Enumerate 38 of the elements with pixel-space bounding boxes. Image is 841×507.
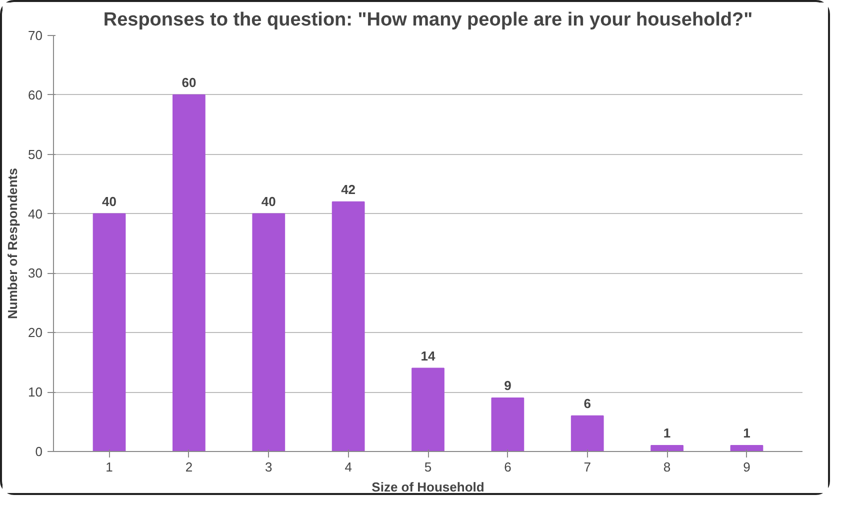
data-label: 40 xyxy=(261,194,276,209)
bar xyxy=(252,213,286,452)
x-tick-label: 7 xyxy=(584,460,591,474)
data-label: 40 xyxy=(102,194,117,209)
data-label: 60 xyxy=(182,74,196,90)
y-tick-label: 0 xyxy=(35,444,43,459)
x-tick-label: 9 xyxy=(743,460,750,474)
chart-title: Responses to the question: "How many people are in your household?" xyxy=(103,10,753,30)
data-label: 14 xyxy=(420,348,436,364)
x-tick-label: 3 xyxy=(265,460,272,474)
x-tick-label: 8 xyxy=(663,460,671,474)
x-tick-label: 4 xyxy=(344,460,352,474)
bar xyxy=(92,213,126,452)
data-label: 6 xyxy=(584,396,591,411)
data-label: 1 xyxy=(663,426,671,441)
y-tick-label: 10 xyxy=(28,384,43,400)
bar xyxy=(332,201,365,452)
y-tick-label: 50 xyxy=(28,146,43,162)
bar xyxy=(570,415,604,452)
y-tick-label: 40 xyxy=(28,206,43,222)
y-tick-label: 70 xyxy=(28,28,43,43)
x-tick-label: 5 xyxy=(424,460,432,474)
data-label: 1 xyxy=(743,426,750,441)
x-tick-label: 1 xyxy=(106,460,113,474)
data-label: 42 xyxy=(341,182,356,197)
data-label: 9 xyxy=(504,378,512,394)
y-tick-label: 30 xyxy=(28,266,43,281)
y-axis-title: Number of Respondents xyxy=(5,168,20,319)
x-tick-label: 6 xyxy=(504,460,512,474)
bar xyxy=(412,368,444,452)
bar xyxy=(172,94,206,452)
y-tick-label: 20 xyxy=(28,325,43,340)
bar xyxy=(730,445,764,452)
x-axis-title: Size of Household xyxy=(372,480,484,494)
x-tick-label: 2 xyxy=(185,460,193,474)
y-tick-label: 60 xyxy=(28,87,43,102)
bar xyxy=(491,398,524,452)
bar xyxy=(650,445,684,452)
